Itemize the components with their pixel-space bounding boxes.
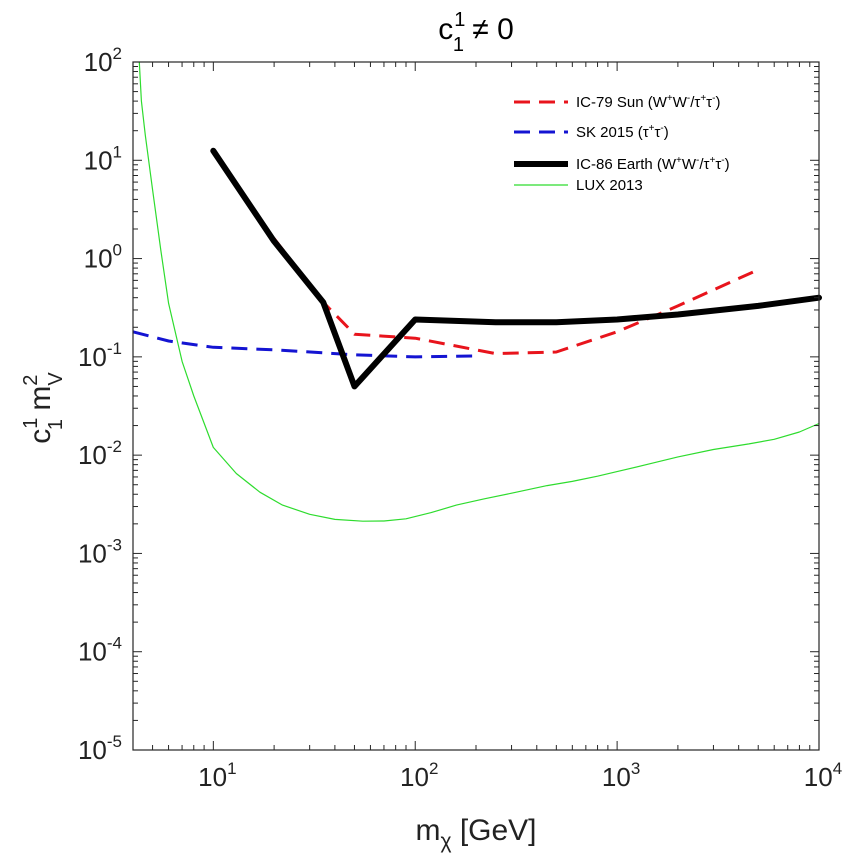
legend-label-sk-2015: SK 2015 (τ+τ-)	[576, 123, 669, 141]
chart-title: c1 1 ≠ 0	[438, 9, 514, 56]
x-axis-label: mχ [GeV]	[415, 814, 536, 853]
tick-labels: 101 102 103 104 10-5 10-4 10-3 10-2 10-1 100 101 10…	[78, 44, 842, 792]
series-line-ic-86-earth	[210, 147, 822, 390]
tick-marks	[132, 61, 820, 751]
plot-background	[133, 62, 819, 750]
series-line-lux-2013	[138, 61, 820, 522]
title-superscript: 1	[454, 9, 465, 31]
y-tick-label-neg3: 10-3	[78, 535, 122, 568]
y-tick-label-0: 100	[84, 241, 122, 274]
y-axis-label: c1 1 m2 V	[20, 372, 67, 444]
x-tick-label-1: 101	[198, 759, 236, 792]
legend-label-ic-86-earth: IC-86 Earth (W+W-/τ+τ-)	[576, 155, 730, 173]
legend-label-lux-2013: LUX 2013	[576, 177, 643, 194]
x-tick-label-3: 103	[602, 759, 640, 792]
legend-label-ic-79-sun: IC-79 Sun (W+W-/τ+τ-)	[576, 93, 720, 111]
x-tick-label-4: 104	[804, 759, 842, 792]
y-tick-label-neg5: 10-5	[78, 732, 122, 765]
x-tick-label-2: 102	[400, 759, 438, 792]
y-tick-label-neg2: 10-2	[78, 437, 122, 470]
y-label-c-subscript: 1	[45, 419, 67, 430]
y-label-c-superscript: 1	[20, 418, 42, 429]
y-label-m-superscript: 2	[20, 375, 42, 386]
y-tick-label-neg1: 10-1	[78, 339, 122, 372]
y-tick-label-neg4: 10-4	[78, 634, 122, 667]
series-line-sk-2015	[132, 330, 477, 359]
title-subscript: 1	[453, 34, 464, 56]
y-tick-label-2: 102	[84, 44, 122, 77]
legend: IC-79 Sun (W+W-/τ+τ-) SK 2015 (τ+τ-) IC-86…	[514, 93, 730, 194]
y-label-m-subscript: V	[45, 372, 67, 386]
x-axis-label-subscript: χ	[440, 830, 451, 853]
series-layer	[132, 61, 822, 522]
y-tick-label-1: 101	[84, 142, 122, 175]
